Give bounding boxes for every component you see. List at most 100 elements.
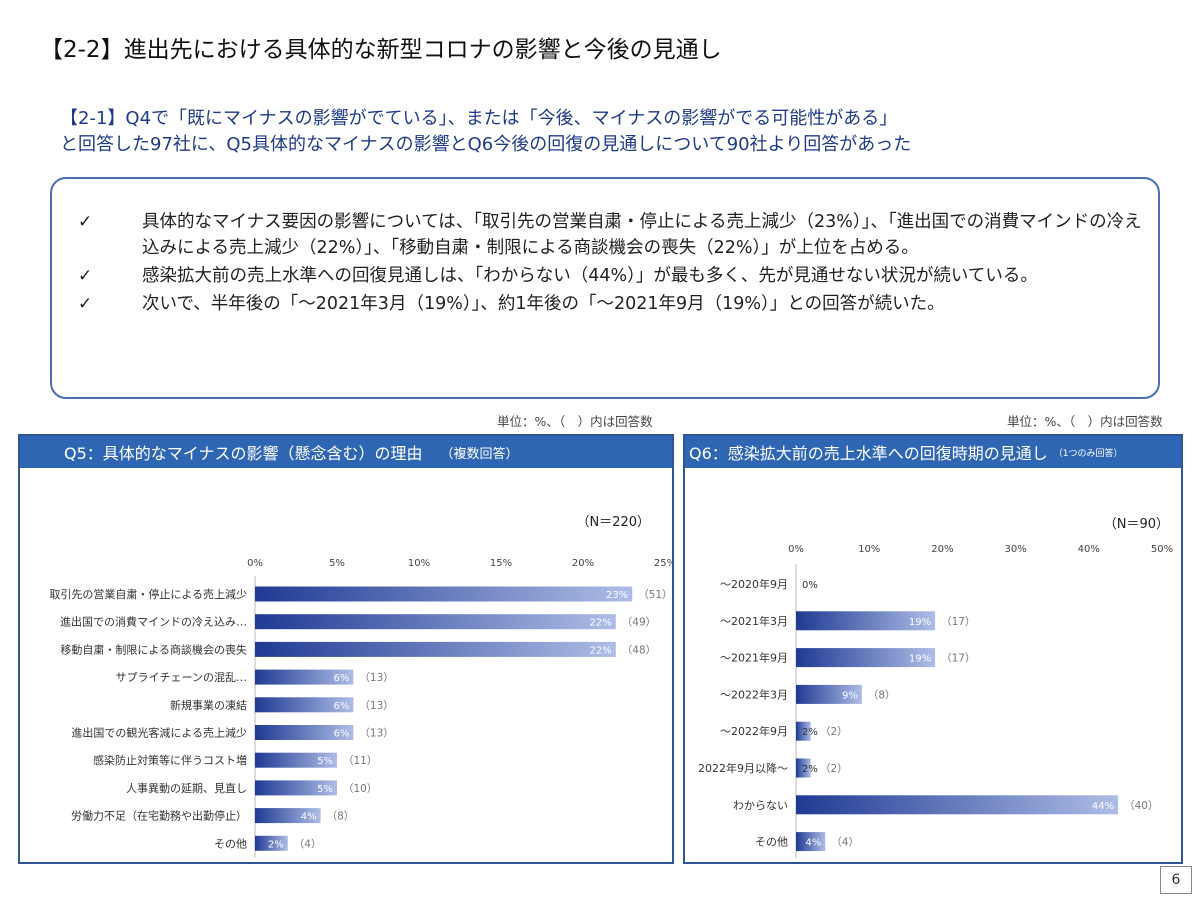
q5-category-label: その他: [214, 837, 247, 850]
page-number: 6: [1160, 866, 1192, 894]
summary-bullet: ✓ 次いで、半年後の「～2021年3月（19%）」、約1年後の「～2021年9月…: [74, 291, 1154, 317]
q6-value-label: 19%: [909, 617, 931, 628]
q6-tick-label: 10%: [858, 544, 880, 555]
q5-tick-label: 5%: [329, 558, 345, 569]
q5-bar: [255, 669, 354, 685]
q6-bar: [796, 832, 826, 852]
q6-count-label: （17）: [941, 653, 975, 665]
q5-count-label: （10）: [343, 783, 377, 795]
q5-value-label: 22%: [590, 645, 612, 656]
summary-bullet-text: 感染拡大前の売上水準への回復見通しは、「わからない（44%）」が最も多く、先が見…: [142, 266, 1038, 286]
q5-count-label: （51）: [638, 589, 672, 601]
q5-count-label: （11）: [343, 755, 377, 767]
q6-value-label: 0%: [802, 580, 818, 591]
q5-bar: [255, 614, 616, 630]
q5-n-label: （N＝220）: [576, 515, 650, 530]
q6-count-label: （4）: [831, 837, 859, 849]
q6-count-label: （8）: [868, 689, 896, 701]
summary-bullet-text: 具体的なマイナス要因の影響については、「取引先の営業自粛・停止による売上減少（2…: [142, 212, 1142, 258]
q5-bar: [255, 780, 337, 796]
q5-tick-label: 15%: [490, 558, 512, 569]
subtitle-line-1: 【2-1】Q4で「既にマイナスの影響がでている」、または「今後、マイナスの影響が…: [60, 108, 898, 129]
q6-value-label: 19%: [909, 654, 931, 665]
q6-chart-header: Q6：感染拡大前の売上水準への回復時期の見通し （1つのみ回答）: [685, 436, 1181, 468]
q5-unit-note: 単位：%、（ ）内は回答数: [497, 414, 653, 429]
q6-count-label: （2）: [820, 726, 848, 738]
q5-bar: [255, 641, 616, 657]
q6-bar: [796, 758, 811, 778]
summary-box: ✓ 具体的なマイナス要因の影響については、「取引先の営業自粛・停止による売上減少…: [50, 177, 1160, 399]
q5-tick-label: 25%: [654, 558, 672, 569]
summary-bullet-text: 次いで、半年後の「～2021年3月（19%）」、約1年後の「～2021年9月（1…: [142, 294, 945, 314]
q6-chart-title-note: （1つのみ回答）: [1053, 448, 1123, 459]
check-icon: ✓: [78, 212, 93, 232]
q6-tick-label: 30%: [1004, 544, 1026, 555]
q5-bar: [255, 586, 633, 602]
q5-count-label: （13）: [359, 672, 393, 684]
q6-bar: [796, 721, 811, 741]
q5-chart-title: Q5：具体的なマイナスの影響（懸念含む）の理由: [64, 444, 423, 463]
q5-count-label: （48）: [622, 644, 656, 656]
summary-bullets: ✓ 具体的なマイナス要因の影響については、「取引先の営業自粛・停止による売上減少…: [74, 209, 1154, 319]
q5-category-label: 労働力不足（在宅勤務や出勤停止）: [71, 809, 247, 823]
q5-category-label: 新規事業の凍結: [170, 698, 247, 712]
q5-category-label: 進出国での消費マインドの冷え込み…: [60, 615, 247, 629]
q6-bar: [796, 795, 1119, 815]
q5-bar: [255, 808, 321, 824]
q5-chart-header: Q5：具体的なマイナスの影響（懸念含む）の理由 （複数回答）: [20, 436, 672, 468]
q5-category-label: 取引先の営業自粛・停止による売上減少: [49, 587, 247, 601]
q5-count-label: （4）: [294, 838, 322, 850]
q6-tick-label: 20%: [931, 544, 953, 555]
subtitle-line-2: と回答した97社に、Q5具体的なマイナスの影響とQ6今後の回復の見通しについて9…: [60, 134, 912, 155]
q5-count-label: （8）: [327, 811, 355, 823]
q5-value-label: 6%: [334, 729, 350, 740]
summary-bullet: ✓ 具体的なマイナス要因の影響については、「取引先の営業自粛・停止による売上減少…: [74, 209, 1154, 261]
q5-count-label: （13）: [359, 728, 393, 740]
q5-value-label: 4%: [301, 812, 317, 823]
q5-count-label: （13）: [359, 700, 393, 712]
q5-chart-title-note: （複数回答）: [440, 446, 519, 462]
q5-value-label: 23%: [606, 590, 628, 601]
q6-category-label: ～2021年9月: [720, 651, 788, 665]
q6-category-label: 2022年9月以降～: [698, 761, 788, 775]
check-icon: ✓: [78, 294, 93, 314]
q6-chart-title: Q6：感染拡大前の売上水準への回復時期の見通し: [689, 444, 1048, 463]
q5-value-label: 6%: [334, 673, 350, 684]
q5-tick-label: 20%: [572, 558, 594, 569]
q6-category-label: ～2020年9月: [720, 577, 788, 591]
q5-chart-panel: Q5：具体的なマイナスの影響（懸念含む）の理由 （複数回答） （N＝220） 0%…: [18, 434, 676, 864]
q6-tick-label: 0%: [788, 544, 804, 555]
q6-count-label: （17）: [941, 616, 975, 628]
q6-n-label: （N＝90）: [1104, 517, 1169, 532]
q6-value-label: 4%: [805, 838, 821, 849]
q5-value-label: 5%: [317, 756, 333, 767]
q5-category-label: 人事異動の延期、見直し: [126, 781, 247, 795]
q5-category-label: 進出国での観光客減による売上減少: [71, 726, 247, 740]
q5-value-label: 22%: [590, 618, 612, 629]
page-title: 【2-2】進出先における具体的な新型コロナの影響と今後の見通し: [40, 37, 722, 63]
q5-tick-label: 0%: [247, 558, 263, 569]
q5-bar: [255, 725, 354, 740]
q5-tick-label: 10%: [408, 558, 430, 569]
q6-unit-note: 単位：%、（ ）内は回答数: [1007, 414, 1163, 429]
q6-value-label: 2%: [802, 727, 818, 738]
q6-count-label: （40）: [1124, 800, 1158, 812]
q6-category-label: その他: [755, 836, 788, 849]
q5-bar: [255, 697, 354, 713]
q5-bar: [255, 835, 288, 851]
q6-bar: [796, 684, 862, 704]
q5-category-label: サプライチェーンの混乱…: [116, 671, 247, 684]
q5-bar-chart: （N＝220） 0% 5% 10% 15% 20% 25% 取引先の営業自粛・停止による売上減…: [49, 515, 676, 858]
q5-count-label: （49）: [622, 617, 656, 629]
summary-bullet: ✓ 感染拡大前の売上水準への回復見通しは、「わからない（44%）」が最も多く、先…: [74, 263, 1154, 289]
q5-bar: [255, 752, 337, 768]
q6-value-label: 9%: [842, 690, 858, 701]
q5-value-label: 5%: [317, 784, 333, 795]
q5-category-label: 感染防止対策等に伴うコスト増: [93, 753, 247, 767]
check-icon: ✓: [78, 266, 93, 286]
q5-value-label: 6%: [334, 701, 350, 712]
q6-tick-label: 40%: [1078, 544, 1100, 555]
q6-chart-panel: Q6：感染拡大前の売上水準への回復時期の見通し （1つのみ回答） （N＝90） 0…: [683, 434, 1183, 864]
q6-category-label: ～2022年9月: [720, 724, 788, 738]
q6-tick-label: 50%: [1151, 544, 1173, 555]
